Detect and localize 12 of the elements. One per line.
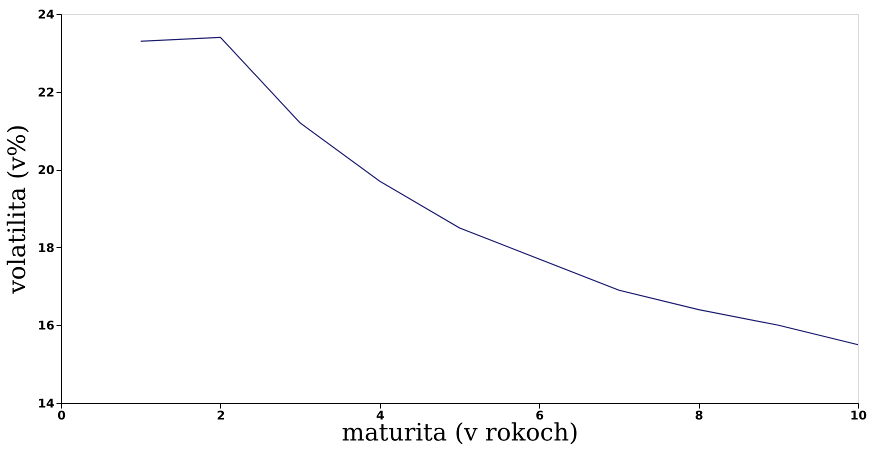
y-axis-title: volatilita (v%) [2,124,31,295]
y-tick-label: 24 [38,8,54,22]
y-tick-label: 20 [38,163,54,178]
x-tick-label: 10 [850,408,867,422]
y-tick-label: 22 [38,85,54,100]
y-tick-label: 14 [38,396,54,410]
x-tick-label: 8 [694,408,704,422]
y-tick-label: 18 [38,240,54,255]
y-tick-label: 16 [38,318,54,333]
x-tick-label: 0 [57,408,66,422]
line-series [140,36,859,346]
x-tick-label: 2 [216,408,226,422]
